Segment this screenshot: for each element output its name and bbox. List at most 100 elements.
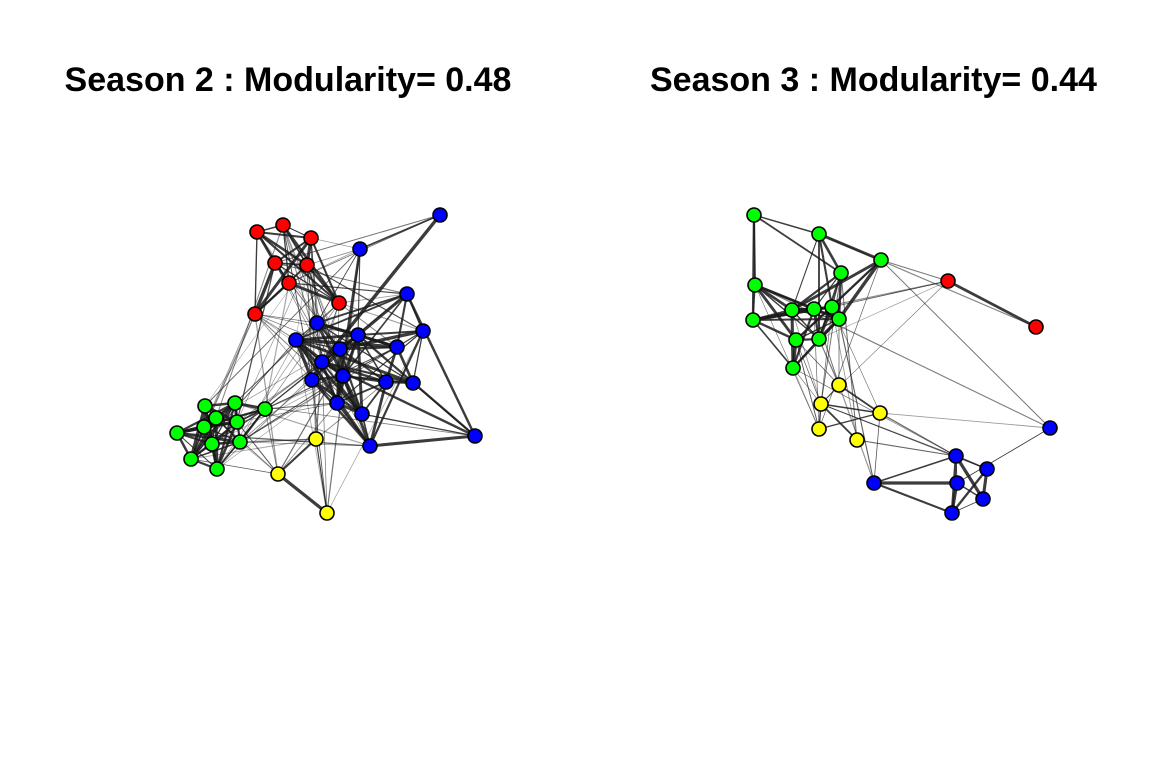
network-edge [791, 309, 822, 405]
network-node-green [232, 434, 248, 450]
network-edge [954, 455, 985, 500]
network-node-green [169, 425, 185, 441]
network-edge [321, 360, 414, 385]
network-edge [817, 233, 834, 308]
network-node-red [940, 273, 956, 289]
network-edge [295, 338, 414, 385]
panel-title: Season 3 : Modularity= 0.44 [650, 61, 1097, 99]
network-edge [239, 379, 313, 443]
network-edge [203, 262, 276, 428]
network-edge [311, 379, 371, 447]
network-edge [369, 434, 476, 448]
network-edge [820, 272, 842, 405]
network-edge [361, 413, 476, 437]
network-edge [818, 280, 949, 340]
network-node-yellow [813, 396, 829, 412]
network-edge [873, 482, 953, 514]
network-edge [837, 259, 883, 320]
network-node-red [267, 255, 283, 271]
network-node-blue [314, 354, 330, 370]
network-edge [818, 338, 840, 386]
node-layer [745, 207, 1058, 521]
network-edge [316, 248, 361, 324]
network-edge [753, 214, 842, 274]
network-edge [216, 375, 344, 470]
network-edge [190, 458, 279, 475]
network-node-blue [389, 339, 405, 355]
network-node-red [247, 306, 263, 322]
network-edge [339, 345, 398, 351]
network-node-green [747, 277, 763, 293]
network-edge [288, 282, 408, 295]
network-edge [316, 293, 408, 324]
network-edge [818, 412, 881, 430]
network-edge [277, 438, 317, 475]
network-node-blue [405, 375, 421, 391]
network-edge [239, 441, 371, 447]
network-edge [336, 402, 371, 447]
panel-title: Season 2 : Modularity= 0.48 [64, 61, 512, 99]
network-node-yellow [308, 431, 324, 447]
network-edge [840, 272, 858, 441]
network-node-blue [399, 286, 415, 302]
network-node-yellow [849, 432, 865, 448]
network-node-green [229, 414, 245, 430]
network-panel-season-2: Season 2 : Modularity= 0.48 [64, 61, 512, 521]
network-edge [204, 248, 361, 407]
network-edge [306, 264, 323, 363]
network-edge [274, 262, 408, 295]
network-node-red [249, 224, 265, 240]
network-edge [306, 248, 361, 266]
network-edge [754, 284, 820, 430]
network-node-yellow [319, 505, 335, 521]
network-node-green [257, 401, 273, 417]
network-edge [412, 330, 424, 384]
network-node-green [824, 299, 840, 315]
network-panel-season-3: Season 3 : Modularity= 0.44 [576, 0, 1152, 768]
network-edge [818, 259, 882, 430]
network-edge [754, 284, 1051, 429]
network-edge [311, 379, 328, 514]
network-edge [795, 339, 822, 405]
network-node-blue [949, 475, 965, 491]
network-node-blue [309, 315, 325, 331]
network-graph [169, 207, 483, 521]
network-edge [752, 318, 797, 342]
network-edge [277, 402, 338, 475]
network-node-red [281, 275, 297, 291]
network-edge [873, 412, 881, 484]
network-edge [359, 214, 441, 250]
network-node-green [785, 360, 801, 376]
network-node-red [1028, 319, 1044, 335]
network-node-green [784, 302, 800, 318]
network-edge [215, 417, 279, 475]
network-node-green [788, 332, 804, 348]
network-edge [254, 313, 297, 341]
network-edge [751, 214, 756, 321]
network-node-red [331, 295, 347, 311]
network-node-blue [304, 372, 320, 388]
network-edge [215, 421, 239, 470]
network-edge [795, 339, 840, 386]
network-edge [956, 427, 1051, 484]
network-node-yellow [811, 421, 827, 437]
network-node-yellow [831, 377, 847, 393]
network-edge [818, 233, 1037, 328]
network-edge [239, 339, 297, 443]
network-edge [856, 439, 957, 457]
network-edge [813, 308, 840, 386]
network-edge [211, 438, 317, 445]
network-edge [256, 230, 308, 267]
network-node-green [873, 252, 889, 268]
network-node-blue [352, 241, 368, 257]
network-edge [254, 313, 318, 324]
network-edge [412, 382, 476, 437]
network-edge [295, 339, 328, 514]
network-edge [295, 264, 308, 341]
network-edge [264, 402, 338, 410]
network-node-blue [948, 448, 964, 464]
network-node-yellow [270, 466, 286, 482]
network-node-blue [362, 438, 378, 454]
network-node-blue [378, 374, 394, 390]
network-node-blue [288, 332, 304, 348]
